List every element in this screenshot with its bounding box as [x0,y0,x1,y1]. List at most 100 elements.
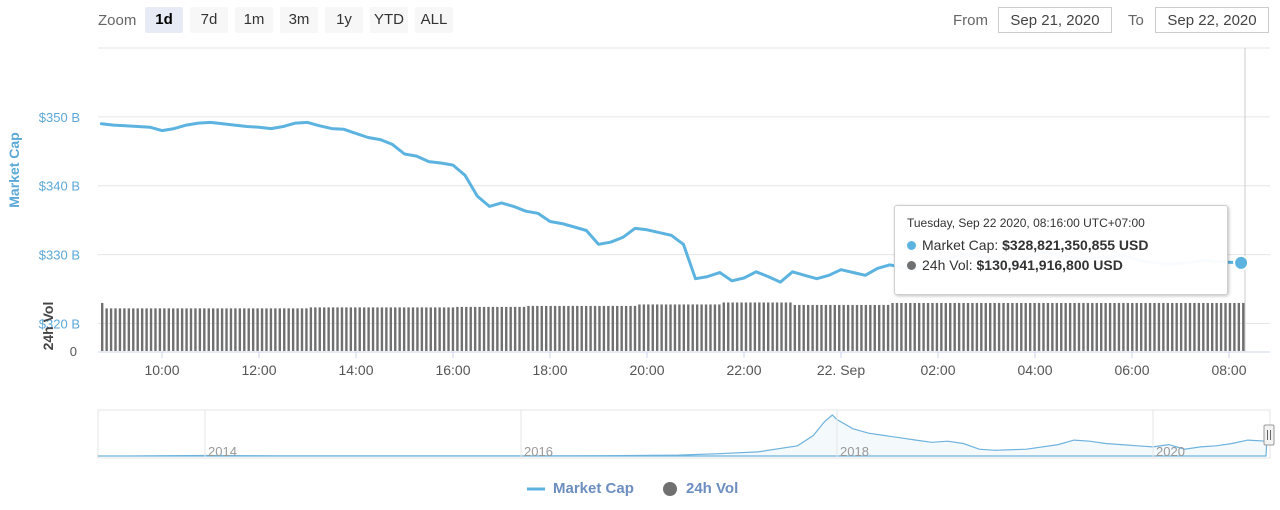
volume-bar [949,302,952,351]
volume-bar [229,308,233,351]
volume-bar [935,302,939,351]
volume-bar [531,305,535,351]
zoom-all-button[interactable]: ALL [415,7,453,33]
volume-bar [358,307,361,351]
zoom-3m-button[interactable]: 3m [280,7,318,33]
volume-bar [931,302,934,351]
volume-bar [327,307,330,351]
volume-bar [123,308,126,351]
volume-bar [669,304,672,351]
volume-bar [496,306,499,351]
volume-bar [180,308,184,351]
from-label: From [953,12,988,29]
volume-bar [1073,302,1076,351]
volume-bar [713,304,717,351]
volume-bar [811,304,814,351]
zoom-ytd-button[interactable]: YTD [370,7,408,33]
to-date-input[interactable] [1155,7,1269,33]
zoom-7d-button[interactable]: 7d [190,7,228,33]
chart-legend: Market Cap 24h Vol [0,478,1280,502]
volume-bar [660,304,663,351]
volume-bar [1237,302,1241,351]
volume-bar [380,307,384,351]
volume-bar [740,302,743,351]
volume-bar [371,307,375,351]
navigator-tick-label: 2014 [208,444,237,459]
volume-bar [616,305,619,351]
volume-bar [576,305,579,351]
volume-bar [1206,302,1209,351]
volume-bar [562,305,566,351]
zoom-1m-button[interactable]: 1m [235,7,273,33]
volume-bar [238,308,242,351]
volume-bar [314,307,317,351]
volume-bar [735,302,739,351]
zoom-label: Zoom [98,12,137,29]
volume-bar [909,302,912,351]
volume-bar [793,304,797,351]
volume-bar [1024,302,1027,351]
circle-swatch-icon [663,481,677,496]
x-tick-label: 02:00 [920,362,955,378]
y-tick-label: $350 B [39,110,80,125]
volume-bar [775,302,779,351]
market-cap-axis-title: Market Cap [6,132,22,207]
volume-bar [389,307,392,351]
volume-bar [540,305,543,351]
volume-bar [678,304,681,351]
volume-bar [687,304,690,351]
volume-bar [1148,302,1152,351]
volume-bar [456,306,459,351]
tooltip-market-cap-label: Market Cap: [922,237,999,253]
volume-bar [722,302,725,351]
x-tick-label: 10:00 [144,362,179,378]
market-cap-y-axis: $320 B $330 B $340 B $350 B [39,110,80,332]
volume-bar [758,302,761,351]
volume-bar [873,304,876,351]
volume-bar [1184,302,1187,351]
volume-bar [731,302,734,351]
volume-bar [176,308,179,351]
volume-bar [1215,302,1218,351]
zoom-1y-button[interactable]: 1y [325,7,363,33]
volume-bar [851,304,854,351]
volume-bar [957,302,961,351]
volume-bar [278,308,281,351]
volume-bar [118,308,122,351]
volume-bar [749,302,752,351]
zoom-1d-button[interactable]: 1d [145,7,183,33]
volume-bar [1135,302,1138,351]
volume-bar [154,308,157,351]
volume-bar [1153,302,1156,351]
volume-bar [549,305,552,351]
volume-bar [607,305,610,351]
volume-bar [274,308,277,351]
volume-bar [354,307,357,351]
from-date-input[interactable] [998,7,1112,33]
volume-bar [398,307,401,351]
legend-item-market-cap[interactable]: Market Cap [527,480,634,497]
x-tick-label: 18:00 [532,362,567,378]
volume-bar [300,308,304,351]
line-swatch-icon [527,487,545,490]
volume-bar [247,308,250,351]
volume-bar [1055,302,1058,351]
volume-bar [114,308,117,351]
volume-bar [1046,302,1050,351]
legend-item-volume[interactable]: 24h Vol [662,480,738,497]
volume-axis-zero-tick: 0 [70,344,77,359]
volume-bar [829,304,832,351]
volume-bar [385,307,388,351]
volume-bar [926,302,930,351]
volume-bar [802,304,805,351]
volume-bar [442,307,446,351]
volume-bar [323,307,326,351]
x-tick-label: 04:00 [1017,362,1052,378]
volume-bar [505,306,508,351]
volume-bar [1108,302,1112,351]
volume-bar [478,306,481,351]
volume-bar [1095,302,1098,351]
volume-bar [265,308,268,351]
navigator-handle[interactable] [1263,424,1275,446]
volume-bar [611,305,614,351]
